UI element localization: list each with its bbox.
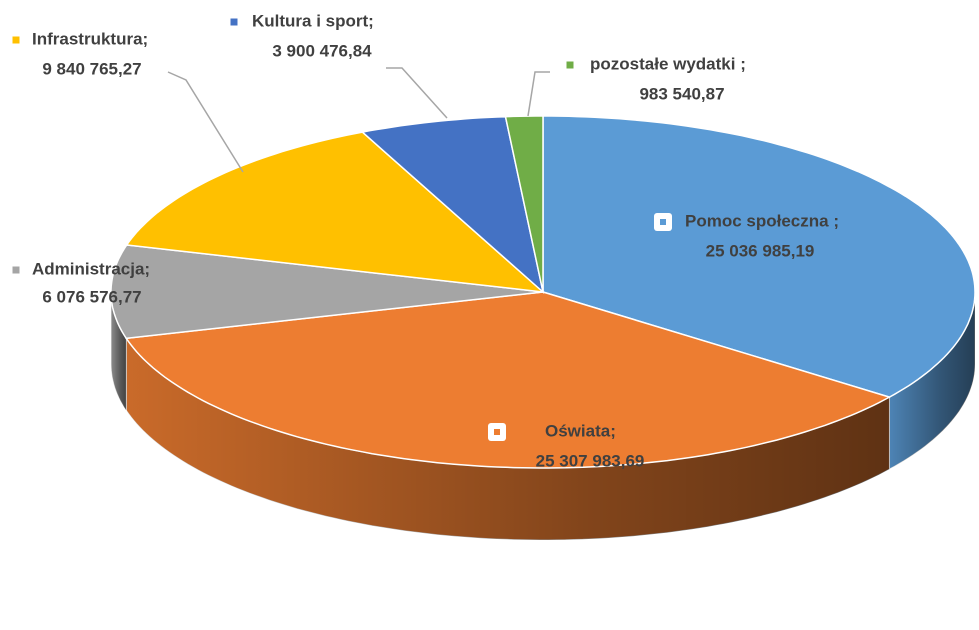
slice: [504, 115, 544, 293]
value-label: 25 036 985,19: [706, 241, 815, 260]
leader-line: [527, 71, 550, 117]
category-label: Kultura i sport;: [252, 11, 374, 30]
category-label: pozostałe wydatki ;: [590, 54, 746, 73]
value-label: 3 900 476,84: [272, 41, 372, 60]
label-key: [566, 61, 574, 69]
category-label: Oświata;: [545, 421, 616, 440]
side-shade: [126, 338, 890, 540]
leader-line: [167, 71, 244, 173]
side-shade: [111, 292, 127, 411]
label-key: [494, 429, 500, 435]
slice: [124, 291, 892, 469]
category-label: Administracja;: [32, 259, 150, 278]
value-label: 9 840 765,27: [42, 59, 141, 78]
value-label: 25 307 983,69: [536, 451, 645, 470]
side-shade: [889, 292, 975, 470]
label-key: [12, 36, 20, 44]
category-label: Pomoc społeczna ;: [685, 211, 839, 230]
slice: [360, 115, 545, 295]
slice: [542, 115, 976, 398]
label-key: [660, 219, 666, 225]
label-key: [12, 266, 20, 274]
category-label: Infrastruktura;: [32, 29, 148, 48]
slice: [125, 131, 546, 294]
value-label: 6 076 576,77: [42, 287, 141, 306]
label-key: [230, 18, 238, 26]
value-label: 983 540,87: [639, 84, 724, 103]
leader-line: [386, 67, 448, 119]
slice: [110, 244, 544, 340]
